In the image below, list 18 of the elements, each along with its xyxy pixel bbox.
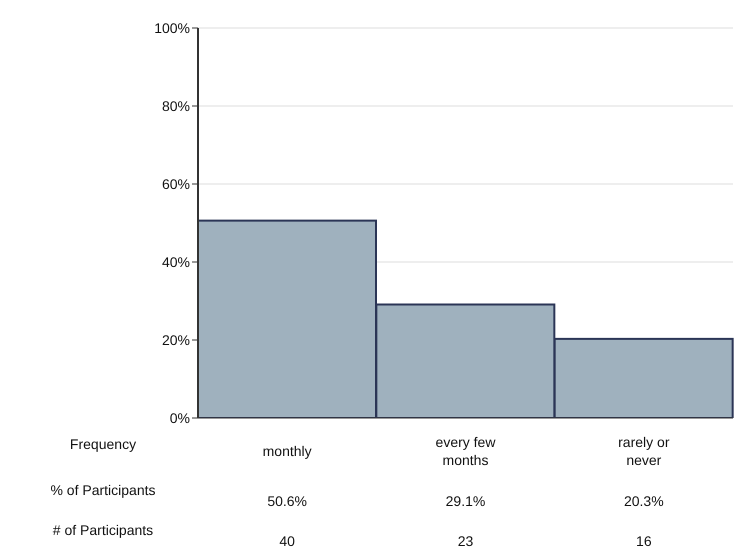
x-axis-title: Frequency xyxy=(68,436,138,452)
text: 16 xyxy=(636,533,652,549)
text: % of Participants xyxy=(49,482,157,498)
data-label: 50.6% xyxy=(267,493,308,509)
text: 40 xyxy=(279,533,296,549)
y-tick-label: 40% xyxy=(162,254,190,270)
y-tick-label: 60% xyxy=(162,176,190,192)
y-tick-label: 80% xyxy=(162,98,190,114)
y-tick-label: 0% xyxy=(170,410,190,426)
y-tick-label: 100% xyxy=(154,20,190,36)
data-label: 29.1% xyxy=(446,493,486,509)
text: 23 xyxy=(458,533,474,549)
y-tick-label: 20% xyxy=(162,332,190,348)
text: # of Participants xyxy=(52,522,154,538)
data-label: 20.3% xyxy=(624,493,664,509)
x-tick-label: every few months xyxy=(436,434,496,468)
x-tick-label: monthly xyxy=(262,443,312,459)
x-tick-label: rarely or never xyxy=(618,434,670,468)
